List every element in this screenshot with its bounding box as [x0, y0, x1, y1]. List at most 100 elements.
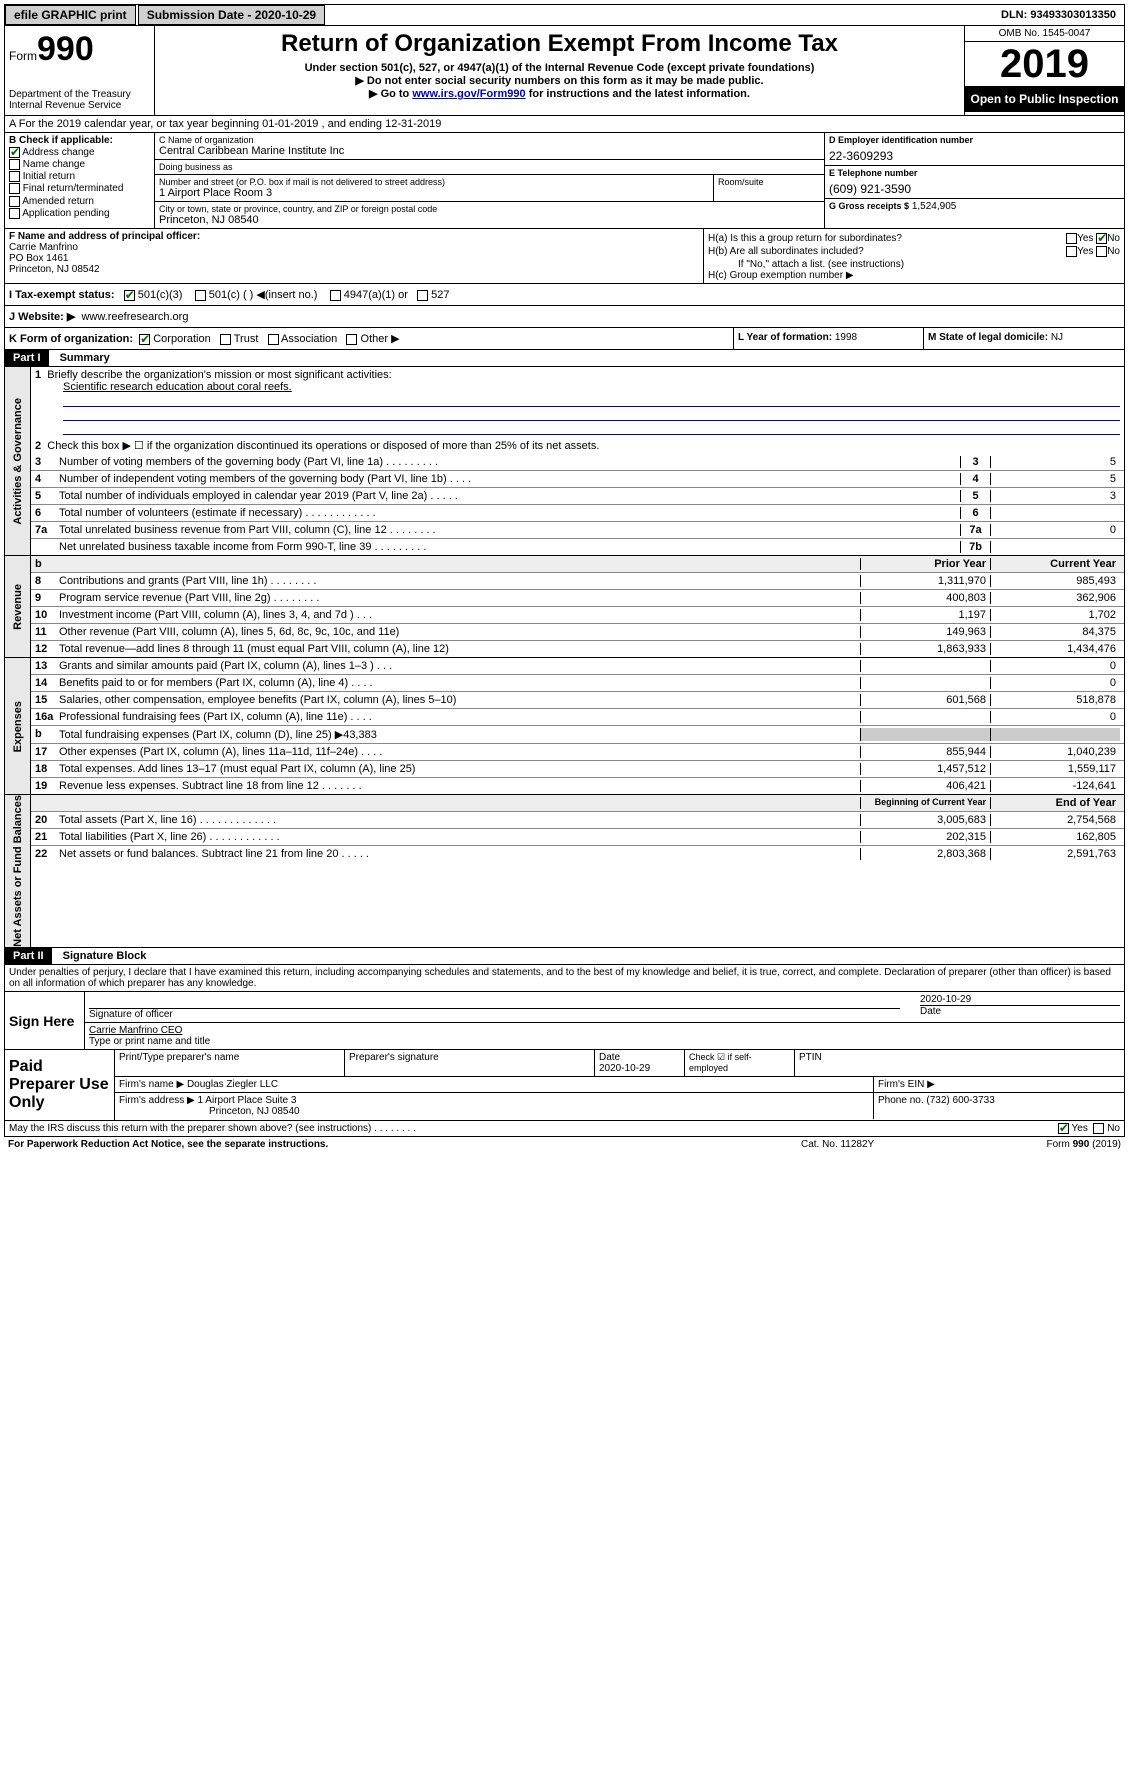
- summary-row: 18Total expenses. Add lines 13–17 (must …: [31, 761, 1124, 778]
- firm-ein: Firm's EIN ▶: [874, 1077, 1124, 1092]
- city-box: City or town, state or province, country…: [155, 202, 824, 228]
- cb-assoc[interactable]: [268, 334, 279, 345]
- perjury-text: Under penalties of perjury, I declare th…: [5, 965, 1124, 992]
- part-i-header: Part I: [5, 350, 49, 366]
- form-subtitle: Under section 501(c), 527, or 4947(a)(1)…: [159, 62, 960, 74]
- cb-final-return[interactable]: [9, 183, 20, 194]
- cat-no: Cat. No. 11282Y: [801, 1139, 981, 1150]
- paid-preparer-label: Paid Preparer Use Only: [5, 1050, 115, 1120]
- cb-4947[interactable]: [330, 290, 341, 301]
- sig-officer-label: Signature of officer: [89, 1008, 900, 1020]
- header-title-box: Return of Organization Exempt From Incom…: [155, 26, 964, 115]
- part-ii-title: Signature Block: [55, 948, 155, 964]
- submission-date-button[interactable]: Submission Date - 2020-10-29: [138, 5, 325, 25]
- prep-sig-hdr: Preparer's signature: [345, 1050, 595, 1076]
- summary-row: 10Investment income (Part VIII, column (…: [31, 607, 1124, 624]
- inst-2: ▶ Go to www.irs.gov/Form990 for instruct…: [159, 87, 960, 100]
- summary-row: 20Total assets (Part X, line 16) . . . .…: [31, 812, 1124, 829]
- summary-row: 3Number of voting members of the governi…: [31, 454, 1124, 471]
- cb-hb-no[interactable]: [1096, 246, 1107, 257]
- form-of-org-row: K Form of organization: Corporation Trus…: [5, 328, 734, 349]
- inspection-label: Open to Public Inspection: [965, 86, 1124, 112]
- sign-here-label: Sign Here: [5, 992, 85, 1049]
- col-b-checkboxes: B Check if applicable: Address change Na…: [5, 133, 155, 228]
- summary-row: 17Other expenses (Part IX, column (A), l…: [31, 744, 1124, 761]
- summary-row: 15Salaries, other compensation, employee…: [31, 692, 1124, 709]
- summary-row: 4Number of independent voting members of…: [31, 471, 1124, 488]
- vtab-net-assets: Net Assets or Fund Balances: [5, 795, 31, 947]
- cb-discuss-yes[interactable]: [1058, 1123, 1069, 1134]
- tax-exempt-row: I Tax-exempt status: 501(c)(3) 501(c) ( …: [5, 284, 1124, 305]
- year-box: OMB No. 1545-0047 2019 Open to Public In…: [964, 26, 1124, 115]
- summary-row: 21Total liabilities (Part X, line 26) . …: [31, 829, 1124, 846]
- efile-print-button[interactable]: efile GRAPHIC print: [5, 5, 136, 25]
- cb-name-change[interactable]: [9, 159, 20, 170]
- cb-501c3[interactable]: [124, 290, 135, 301]
- h-group-return-box: H(a) Is this a group return for subordin…: [704, 229, 1124, 283]
- hdr-prior-year: Prior Year: [860, 558, 990, 570]
- prep-self-employed: Check ☑ if self-employed: [685, 1050, 795, 1076]
- gross-receipts-box: G Gross receipts $ 1,524,905: [825, 199, 1124, 214]
- summary-row: 22Net assets or fund balances. Subtract …: [31, 846, 1124, 862]
- part-ii-header: Part II: [5, 948, 52, 964]
- sig-date: 2020-10-29: [920, 994, 1120, 1005]
- inst-1: ▶ Do not enter social security numbers o…: [159, 74, 960, 87]
- cb-501c[interactable]: [195, 290, 206, 301]
- summary-row: 14Benefits paid to or for members (Part …: [31, 675, 1124, 692]
- vtab-governance: Activities & Governance: [5, 367, 31, 555]
- irs-link[interactable]: www.irs.gov/Form990: [412, 88, 525, 100]
- vtab-expenses: Expenses: [5, 658, 31, 794]
- org-name-box: C Name of organization Central Caribbean…: [155, 133, 824, 160]
- tax-year: 2019: [965, 42, 1124, 86]
- summary-row: 9Program service revenue (Part VIII, lin…: [31, 590, 1124, 607]
- cb-ha-yes[interactable]: [1066, 233, 1077, 244]
- paperwork-notice: For Paperwork Reduction Act Notice, see …: [8, 1139, 801, 1150]
- cb-hb-yes[interactable]: [1066, 246, 1077, 257]
- cb-trust[interactable]: [220, 334, 231, 345]
- summary-row: 13Grants and similar amounts paid (Part …: [31, 658, 1124, 675]
- topbar: efile GRAPHIC print Submission Date - 20…: [4, 4, 1125, 26]
- prep-date-hdr: Date2020-10-29: [595, 1050, 685, 1076]
- phone-box: E Telephone number (609) 921-3590: [825, 166, 1124, 199]
- officer-name-label: Type or print name and title: [89, 1036, 1120, 1047]
- form-title: Return of Organization Exempt From Incom…: [159, 30, 960, 58]
- cb-amended-return[interactable]: [9, 196, 20, 207]
- hdr-beginning-year: Beginning of Current Year: [860, 797, 990, 809]
- cb-corp[interactable]: [139, 334, 150, 345]
- year-formation: L Year of formation: 1998: [734, 328, 924, 349]
- dept-label: Department of the Treasury Internal Reve…: [9, 89, 150, 111]
- summary-row: Net unrelated business taxable income fr…: [31, 539, 1124, 555]
- prep-ptin-hdr: PTIN: [795, 1050, 1124, 1076]
- hdr-current-year: Current Year: [990, 558, 1120, 570]
- firm-phone: Phone no. (732) 600-3733: [874, 1093, 1124, 1119]
- principal-officer-box: F Name and address of principal officer:…: [5, 229, 704, 283]
- form-id-box: Form990 Department of the Treasury Inter…: [5, 26, 155, 115]
- cb-ha-no[interactable]: [1096, 233, 1107, 244]
- form-footer: Form 990 (2019): [981, 1139, 1121, 1150]
- cb-initial-return[interactable]: [9, 171, 20, 182]
- part-i-title: Summary: [52, 350, 118, 366]
- summary-row: 16aProfessional fundraising fees (Part I…: [31, 709, 1124, 726]
- prep-name-hdr: Print/Type preparer's name: [115, 1050, 345, 1076]
- cb-527[interactable]: [417, 290, 428, 301]
- cb-other[interactable]: [346, 334, 357, 345]
- summary-row: 11Other revenue (Part VIII, column (A), …: [31, 624, 1124, 641]
- cb-application-pending[interactable]: [9, 208, 20, 219]
- dln-label: DLN: 93493303013350: [993, 7, 1124, 23]
- firm-name-row: Firm's name ▶ Douglas Ziegler LLC: [115, 1077, 874, 1092]
- officer-name: Carrie Manfrino CEO: [89, 1025, 1120, 1036]
- summary-row: 8Contributions and grants (Part VIII, li…: [31, 573, 1124, 590]
- summary-row: 12Total revenue—add lines 8 through 11 (…: [31, 641, 1124, 657]
- website-row: J Website: ▶ www.reefresearch.org: [4, 306, 1125, 328]
- summary-row: 19Revenue less expenses. Subtract line 1…: [31, 778, 1124, 794]
- summary-row: 7aTotal unrelated business revenue from …: [31, 522, 1124, 539]
- street-box: Number and street (or P.O. box if mail i…: [155, 175, 714, 201]
- vtab-revenue: Revenue: [5, 556, 31, 657]
- mission-text: Scientific research education about cora…: [35, 381, 1120, 393]
- sig-date-label: Date: [920, 1005, 1120, 1017]
- omb-label: OMB No. 1545-0047: [965, 26, 1124, 42]
- cb-discuss-no[interactable]: [1093, 1123, 1104, 1134]
- summary-row: bTotal fundraising expenses (Part IX, co…: [31, 726, 1124, 744]
- row-a-period: A For the 2019 calendar year, or tax yea…: [4, 116, 1125, 133]
- cb-address-change[interactable]: [9, 147, 20, 158]
